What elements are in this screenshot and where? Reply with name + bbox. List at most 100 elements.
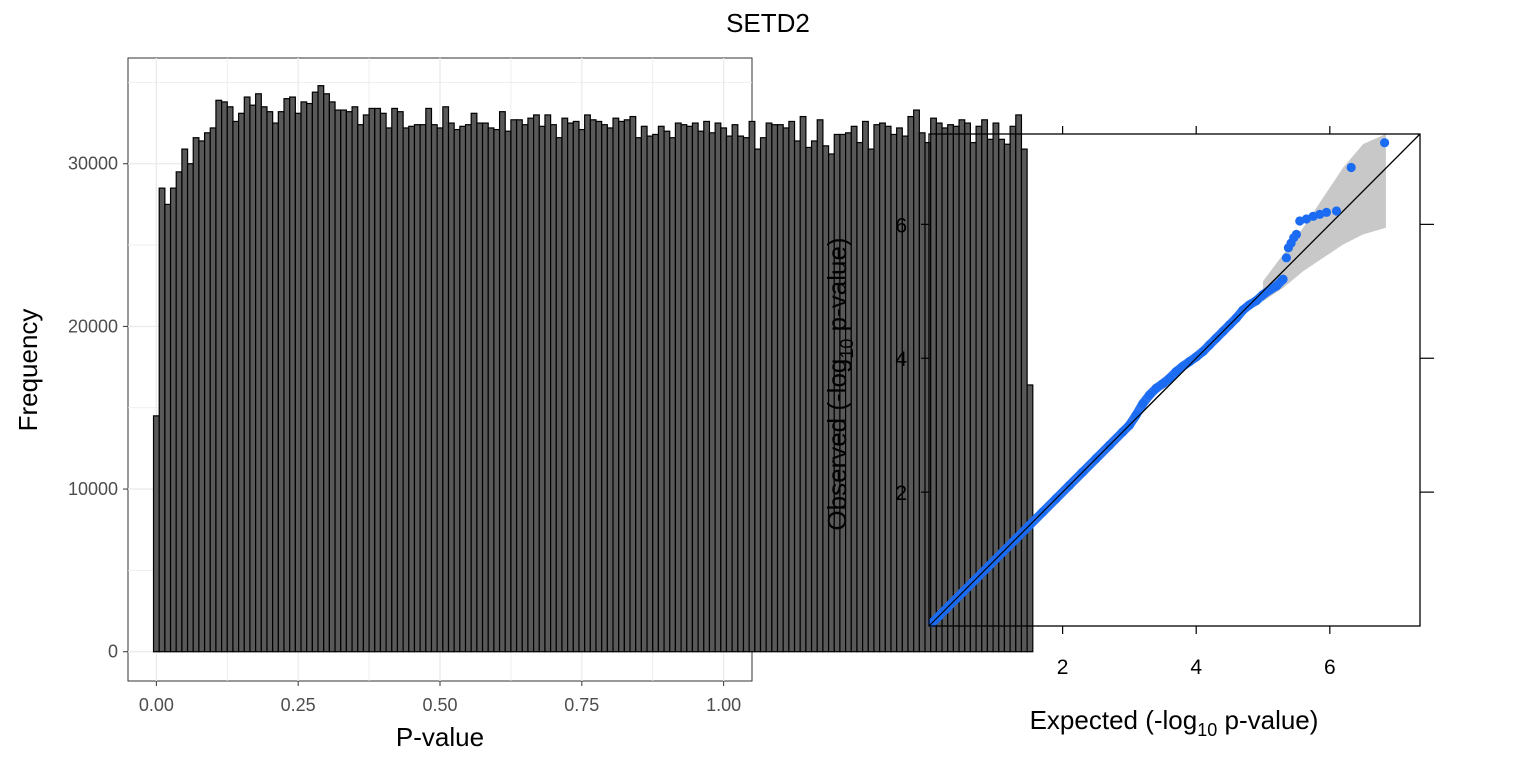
qq-reference-line-overlay [928, 270, 1284, 627]
histogram-bar [873, 124, 881, 653]
figure-title: SETD2 [726, 8, 810, 38]
histogram-bar [913, 109, 920, 653]
histogram-bar [192, 137, 200, 653]
histogram-bar [396, 111, 404, 653]
histogram-bar [918, 132, 926, 653]
histogram-bar [635, 137, 642, 653]
histogram-panel: 0.00 0.25 0.50 0.75 1.00 0 10000 20000 30000 P-… [13, 57, 1034, 752]
histogram-bar [1003, 143, 1011, 653]
qq-plot-frame [928, 133, 1421, 627]
qq-confidence-band-area [1263, 134, 1386, 302]
histogram-bar [737, 135, 745, 653]
histogram-bar [640, 125, 648, 653]
histogram-bar [340, 109, 347, 653]
qq-point [1291, 229, 1302, 240]
histogram-bar [714, 122, 722, 653]
histogram-bar [606, 127, 614, 653]
histogram-bar [867, 148, 875, 653]
histogram-bar [805, 146, 813, 653]
histogram-bar [810, 140, 818, 653]
histogram-bar [181, 148, 189, 653]
qq-point [1158, 379, 1168, 389]
histogram-bar [527, 117, 535, 653]
qq-point [1164, 373, 1175, 383]
histogram-bar [629, 115, 637, 653]
histogram-bar [555, 137, 563, 653]
qq-x-tick-label: 4 [1190, 656, 1202, 679]
histogram-bar [328, 101, 336, 653]
histogram-bar [164, 203, 172, 653]
histogram-bar [589, 119, 597, 653]
histogram-bar [226, 106, 234, 653]
histogram-x-tick-label: 0.00 [139, 695, 174, 715]
histogram-bar [345, 111, 353, 653]
qq-point [1238, 305, 1248, 315]
qq-x-axis-title: Expected (-log10 p-value) [1030, 705, 1319, 740]
qq-x-ticks: 2 4 6 [1057, 126, 1336, 679]
histogram-bar [935, 122, 943, 653]
histogram-bar [498, 111, 506, 653]
histogram-bar [232, 120, 240, 653]
histogram-bar [669, 137, 677, 653]
qq-point [1321, 207, 1332, 217]
histogram-bar [998, 138, 1006, 653]
histogram-bar [459, 125, 467, 653]
qq-point [1281, 253, 1291, 263]
histogram-bar [453, 128, 461, 653]
histogram-bar [266, 111, 274, 653]
histogram-bar [442, 106, 450, 653]
histogram-bar [413, 124, 421, 653]
histogram-y-ticks: 0 10000 20000 30000 [68, 154, 128, 662]
qq-y-ticks: 2 4 6 [895, 214, 1434, 505]
histogram-bar [538, 125, 546, 653]
histogram-bar [754, 148, 762, 653]
histogram-bar [686, 125, 694, 653]
qq-point [1138, 399, 1148, 409]
histogram-bar [238, 112, 245, 653]
histogram-bar [657, 125, 665, 653]
histogram-bar [317, 85, 325, 653]
histogram-y-axis-title: Frequency [13, 309, 43, 432]
qq-point [1131, 410, 1141, 420]
histogram-bar [907, 115, 915, 653]
histogram-bar [947, 124, 954, 653]
histogram-y-tick-label: 20000 [68, 316, 118, 336]
histogram-bar [691, 122, 699, 653]
histogram-bar [272, 122, 279, 653]
qq-points [927, 138, 1390, 628]
histogram-bar [862, 120, 869, 653]
histogram-x-tick-label: 0.75 [564, 695, 599, 715]
qq-x-axis-title-subscript: 10 [1197, 720, 1217, 740]
histogram-bar [697, 130, 705, 653]
histogram-bar [595, 120, 603, 653]
qq-y-axis-title: Observed (-log10 p-value) [822, 237, 857, 530]
qq-x-axis-title-prefix: Expected (-log [1030, 705, 1198, 735]
histogram-bar [379, 112, 387, 653]
histogram-bar [578, 128, 586, 653]
histogram-bar [646, 135, 654, 653]
histogram-bars [152, 85, 1034, 653]
histogram-bar [850, 125, 858, 653]
qq-point [1151, 383, 1161, 393]
histogram-bar [567, 122, 574, 653]
histogram-bar [1009, 125, 1017, 653]
histogram-bar [930, 117, 937, 653]
qq-point [1144, 390, 1155, 400]
histogram-bar [374, 107, 382, 653]
histogram-bar [856, 141, 864, 653]
histogram-bar [986, 138, 994, 653]
qq-confidence-band [1263, 134, 1386, 302]
histogram-bar [255, 93, 262, 653]
histogram-bar [623, 119, 631, 653]
qq-point [1171, 367, 1181, 377]
histogram-bar [612, 117, 620, 653]
qq-x-tick-label: 6 [1324, 656, 1336, 679]
histogram-bar [402, 127, 410, 653]
histogram-bar [311, 91, 319, 653]
histogram-bar [561, 117, 569, 653]
histogram-bar [708, 132, 716, 653]
histogram-bar [215, 99, 223, 653]
histogram-bar [1015, 114, 1023, 653]
histogram-bar [782, 127, 790, 653]
